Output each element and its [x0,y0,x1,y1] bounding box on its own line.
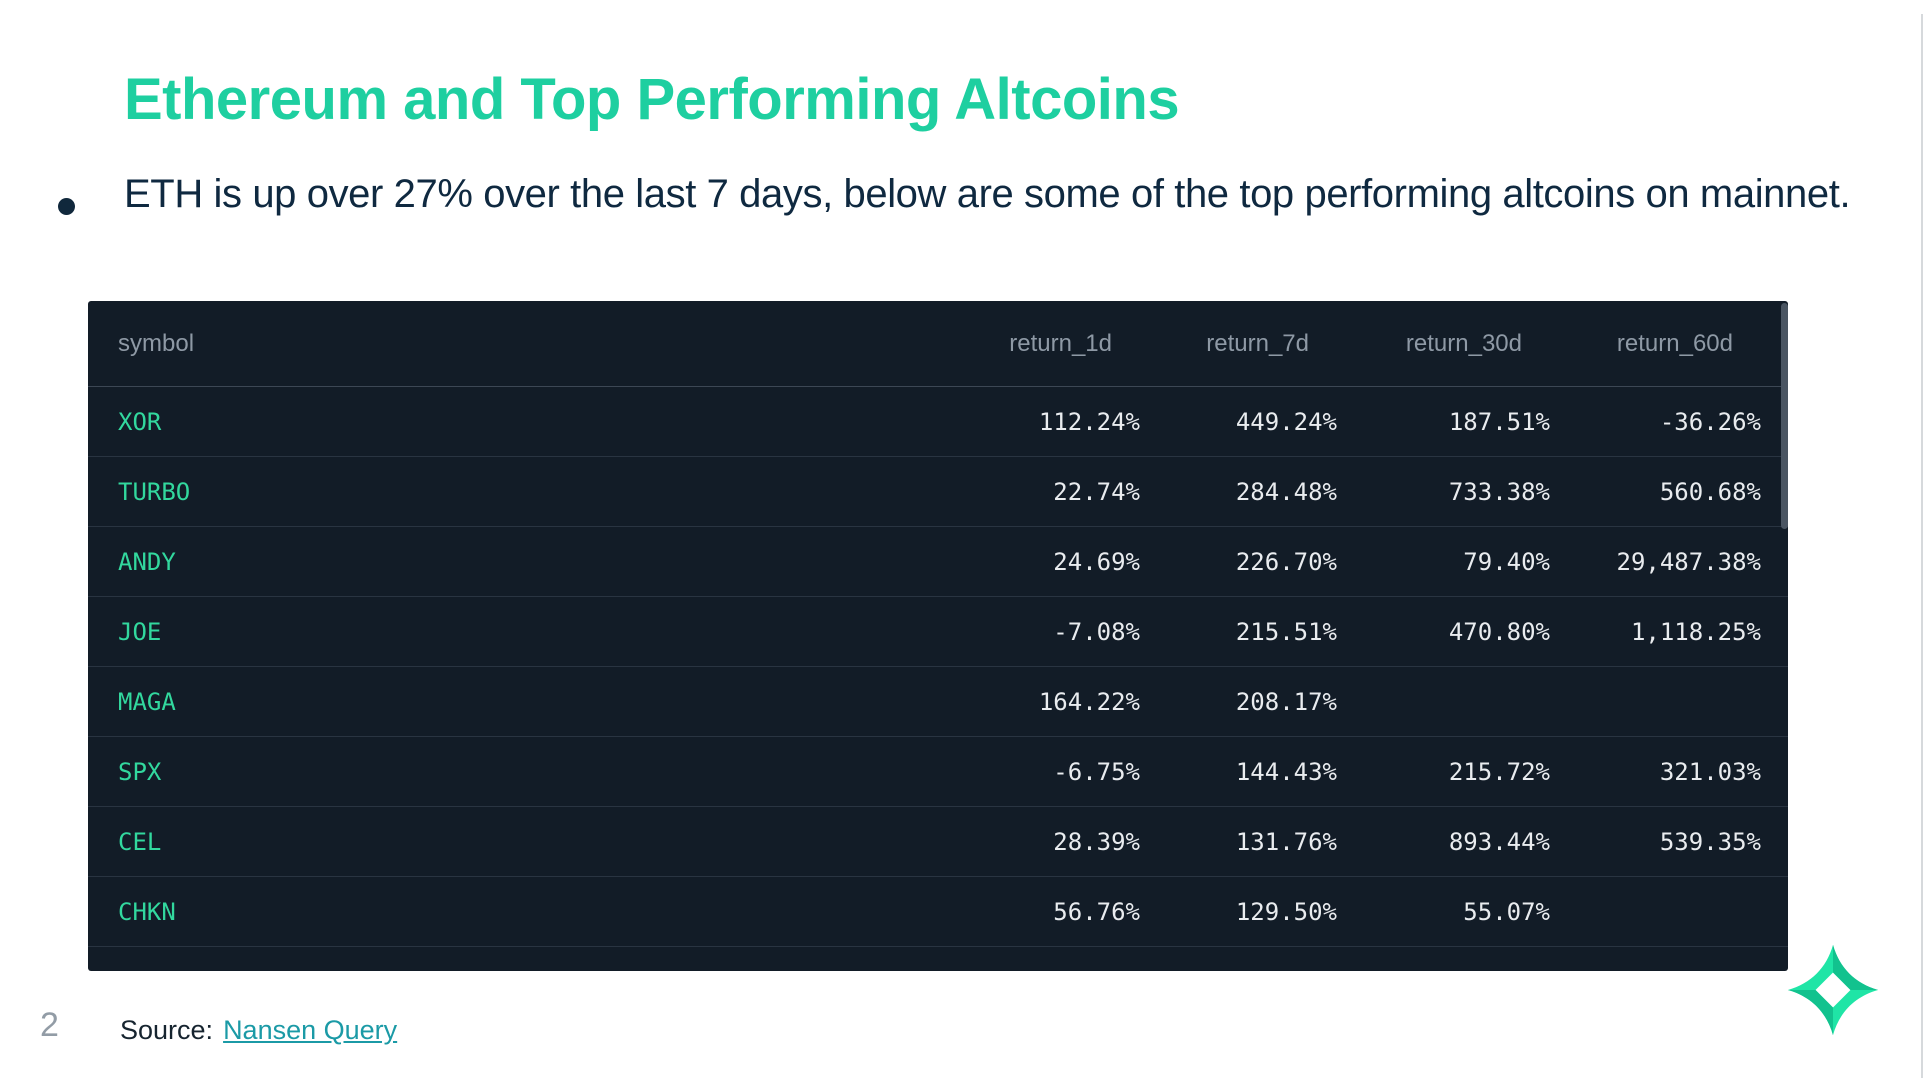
symbol-cell: XOR [118,407,162,436]
return-1d-cell: 112.24% [1038,407,1140,436]
return-7d-cell: 449.24% [1235,407,1337,436]
return-7d-cell: 215.51% [1235,617,1337,646]
return-30d-cell: 55.07% [1463,897,1550,926]
table-row: XOR 112.24% 449.24% 187.51% -36.26% [88,387,1788,457]
page-title: Ethereum and Top Performing Altcoins [124,67,1180,132]
return-30d-cell: 893.44% [1448,827,1550,856]
return-7d-cell: 284.48% [1235,477,1337,506]
bullet-text: ETH is up over 27% over the last 7 days,… [124,172,1851,216]
table-row: JOE -7.08% 215.51% 470.80% 1,118.25% [88,597,1788,667]
symbol-cell: TURBO [118,477,191,506]
table-row: ANDY 24.69% 226.70% 79.40% 29,487.38% [88,527,1788,597]
slide-right-edge [1921,14,1923,1078]
table-row: MAGA 164.22% 208.17% [88,667,1788,737]
return-1d-cell: 28.39% [1053,827,1140,856]
return-30d-cell: 470.80% [1448,617,1550,646]
symbol-cell: CEL [118,827,162,856]
column-header-return-60d: return_60d [1616,329,1733,357]
return-1d-cell: 22.74% [1053,477,1140,506]
source-label: Source: [120,1015,214,1045]
return-30d-cell: 79.40% [1463,547,1550,576]
table-row: SPX -6.75% 144.43% 215.72% 321.03% [88,737,1788,807]
return-1d-cell: -7.08% [1053,617,1140,646]
return-30d-cell: 215.72% [1448,757,1550,786]
return-7d-cell: 208.17% [1235,687,1337,716]
source: Source: Nansen Query [120,1015,397,1046]
column-header-return-30d: return_30d [1405,329,1522,357]
symbol-cell: ANDY [118,547,176,576]
table-row: CHKN 56.76% 129.50% 55.07% [88,877,1788,947]
return-7d-cell: 144.43% [1235,757,1337,786]
page-number: 2 [40,1006,59,1044]
symbol-cell: JOE [118,617,162,646]
symbol-cell: MAGA [118,687,176,716]
return-1d-cell: 56.76% [1053,897,1140,926]
table-body: XOR 112.24% 449.24% 187.51% -36.26% TURB… [88,387,1788,947]
symbol-cell: CHKN [118,897,176,926]
bullet-marker [58,198,75,215]
source-link[interactable]: Nansen Query [223,1015,398,1045]
column-header-return-1d: return_1d [1009,329,1112,357]
return-7d-cell: 129.50% [1235,897,1337,926]
table-row: CEL 28.39% 131.76% 893.44% 539.35% [88,807,1788,877]
return-7d-cell: 131.76% [1235,827,1337,856]
return-60d-cell: 29,487.38% [1616,547,1762,576]
return-60d-cell: -36.26% [1659,407,1761,436]
column-header-return-7d: return_7d [1206,329,1309,357]
return-7d-cell: 226.70% [1235,547,1337,576]
return-60d-cell: 560.68% [1659,477,1761,506]
return-1d-cell: 164.22% [1038,687,1140,716]
return-1d-cell: 24.69% [1053,547,1140,576]
table-row: TURBO 22.74% 284.48% 733.38% 560.68% [88,457,1788,527]
symbol-cell: SPX [118,757,162,786]
table-header-row: symbol return_1d return_7d return_30d re… [88,301,1788,387]
column-header-symbol: symbol [118,329,195,357]
returns-table: symbol return_1d return_7d return_30d re… [88,301,1788,971]
return-60d-cell: 539.35% [1659,827,1761,856]
return-30d-cell: 733.38% [1448,477,1550,506]
table-scrollbar-thumb[interactable] [1781,303,1788,529]
return-1d-cell: -6.75% [1053,757,1140,786]
return-30d-cell: 187.51% [1448,407,1550,436]
return-60d-cell: 321.03% [1659,757,1761,786]
return-60d-cell: 1,118.25% [1630,617,1761,646]
nansen-logo-icon [1787,944,1879,1036]
